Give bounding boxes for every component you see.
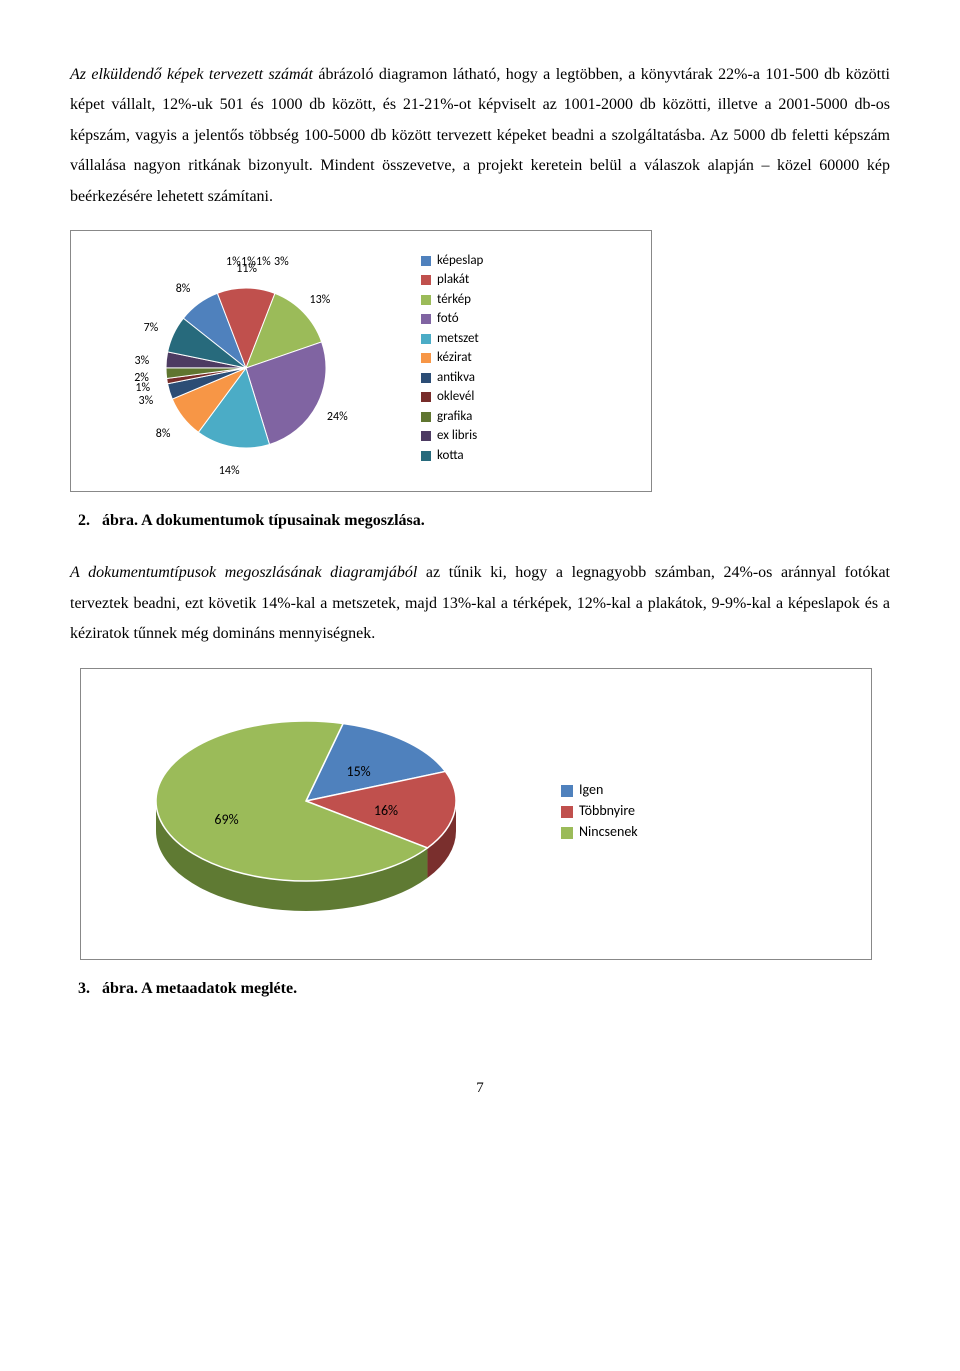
slice-label: 16% xyxy=(374,798,398,825)
slice-label: 7% xyxy=(144,317,159,340)
legend-item: oklevél xyxy=(421,387,483,407)
legend-item: plakát xyxy=(421,270,483,290)
slice-label: 14% xyxy=(219,460,240,483)
legend-item: kézirat xyxy=(421,348,483,368)
legend-item: metszet xyxy=(421,329,483,349)
pie-chart-2 xyxy=(91,681,521,941)
paragraph-2: A dokumentumtípusok megoszlásának diagra… xyxy=(70,558,890,649)
caption-2-number: 3. xyxy=(78,980,90,997)
legend-item: térkép xyxy=(421,290,483,310)
slice-label: 13% xyxy=(309,289,330,312)
legend-item: ex libris xyxy=(421,426,483,446)
legend-1: képeslapplakáttérképfotómetszetkéziratan… xyxy=(421,251,483,466)
legend-item: Igen xyxy=(561,779,638,800)
caption-1-number: 2. xyxy=(78,512,90,529)
slice-label-small: 1% xyxy=(226,251,241,274)
slice-label-small: 3% xyxy=(274,251,289,274)
slice-label: 15% xyxy=(346,759,370,786)
legend-2: IgenTöbbnyireNincsenek xyxy=(561,779,638,842)
caption-2-text: ábra. A metaadatok megléte. xyxy=(102,980,297,997)
legend-item: grafika xyxy=(421,407,483,427)
caption-1-text: ábra. A dokumentumok típusainak megoszlá… xyxy=(102,512,425,529)
figure-caption-2: 3. ábra. A metaadatok megléte. xyxy=(78,974,890,1004)
legend-item: Nincsenek xyxy=(561,821,638,842)
legend-item: fotó xyxy=(421,309,483,329)
slice-label: 8% xyxy=(156,423,171,446)
legend-item: kotta xyxy=(421,446,483,466)
figure-caption-1: 2. ábra. A dokumentumok típusainak megos… xyxy=(78,506,890,536)
paragraph-1: Az elküldendő képek tervezett számát ábr… xyxy=(70,60,890,212)
slice-label: 24% xyxy=(327,406,348,429)
legend-item: Többnyire xyxy=(561,800,638,821)
legend-item: képeslap xyxy=(421,251,483,271)
slice-label-small: 1% xyxy=(256,251,271,274)
slice-label: 3% xyxy=(135,350,150,373)
slice-label: 69% xyxy=(214,807,238,834)
legend-item: antikva xyxy=(421,368,483,388)
page-number: 7 xyxy=(70,1074,890,1103)
chart-document-types: 8%11%13%24%14%8%3%1%2%3%7%1%1%1%3% képes… xyxy=(70,230,652,492)
chart-metadata: 15%16% 69% IgenTöbbnyireNincsenek xyxy=(80,668,872,960)
slice-label: 8% xyxy=(176,278,191,301)
slice-label-small: 1% xyxy=(241,251,256,274)
